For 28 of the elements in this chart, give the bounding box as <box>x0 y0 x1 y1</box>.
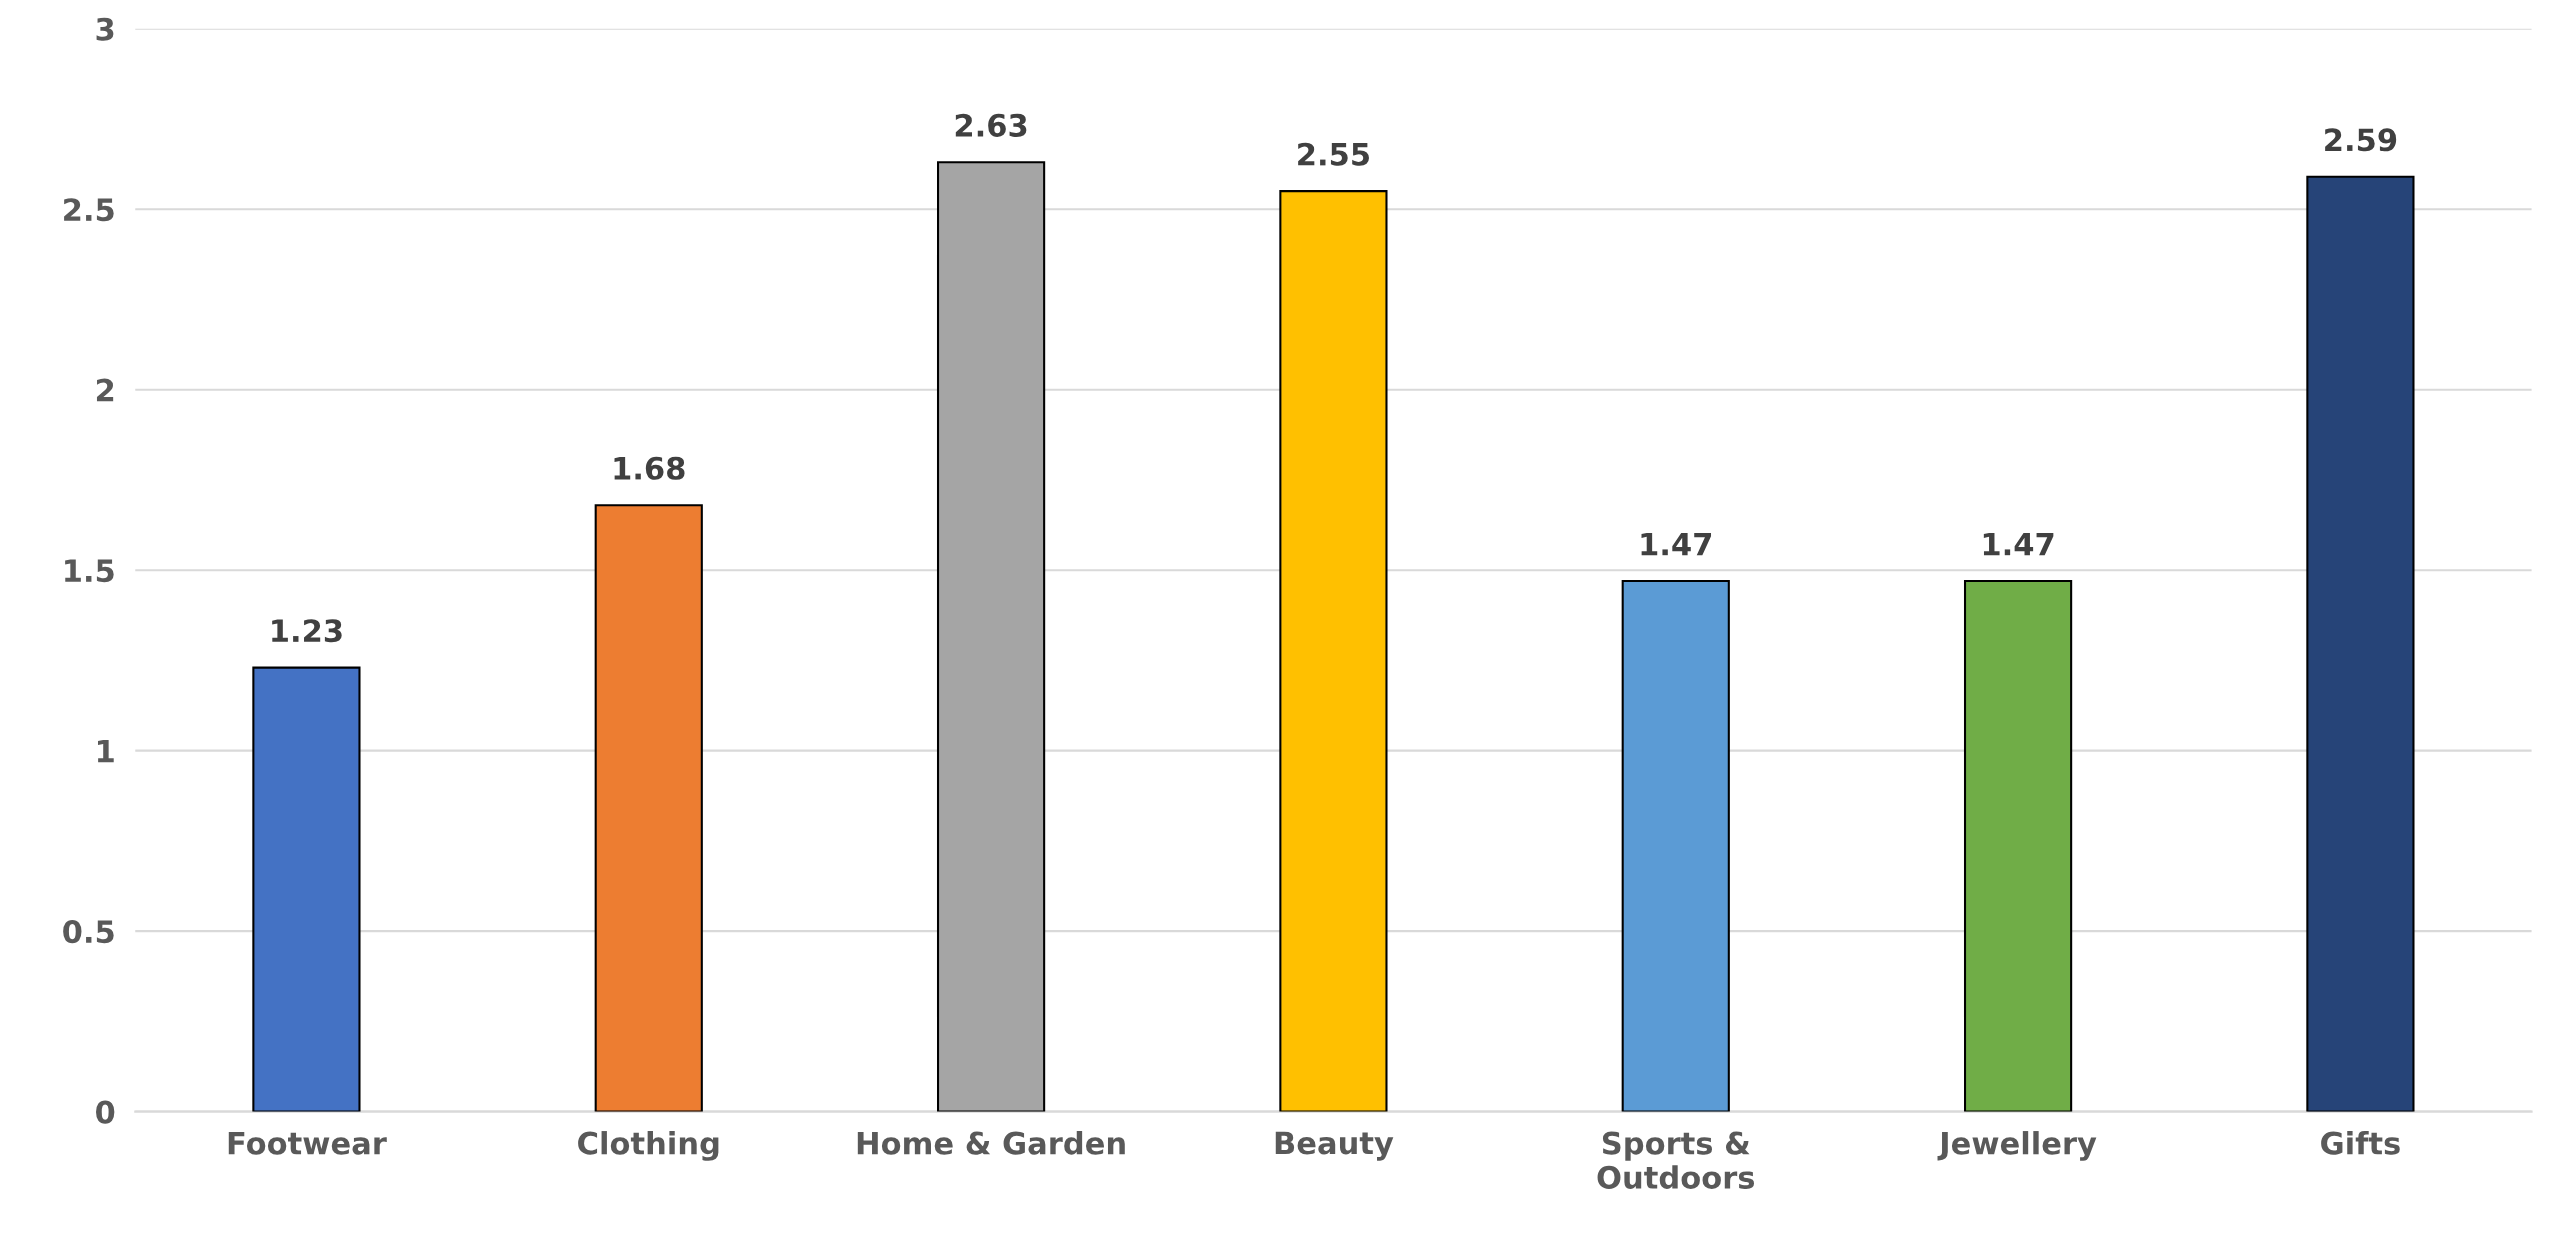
y-tick-label: 1 <box>98 739 114 763</box>
data-label: 1.68 <box>614 456 685 480</box>
data-label: 1.23 <box>272 619 342 643</box>
y-tick-label: 0.5 <box>63 920 114 944</box>
data-label: 1.47 <box>1641 532 1712 556</box>
y-tick-label: 2 <box>96 378 114 402</box>
x-tick-label: Clothing <box>578 1131 719 1161</box>
x-tick-label: Footwear <box>228 1131 387 1155</box>
bar <box>1621 579 1730 1112</box>
x-tick-label: Beauty <box>1275 1131 1394 1161</box>
x-tick-label: Gifts <box>2321 1131 2400 1155</box>
x-tick-label: Home & Garden <box>857 1131 1125 1155</box>
data-label: 1.47 <box>1983 532 2054 556</box>
data-label: 2.59 <box>2325 128 2397 152</box>
bar <box>594 504 703 1112</box>
bar <box>1963 579 2073 1112</box>
bar <box>252 666 361 1112</box>
data-label: 2.63 <box>955 113 1027 137</box>
y-tick-label: 2.5 <box>64 198 114 222</box>
bar <box>2306 175 2415 1112</box>
x-tick-label: Jewellery <box>1937 1131 2097 1161</box>
x-tick-label: Sports & Outdoors <box>1597 1131 1755 1189</box>
y-tick-label: 0 <box>96 1100 115 1124</box>
data-label: 2.55 <box>1298 142 1369 166</box>
bar <box>936 161 1046 1112</box>
bar <box>1279 190 1388 1112</box>
y-tick-label: 3 <box>96 17 114 41</box>
y-tick-label: 1.5 <box>65 559 114 583</box>
